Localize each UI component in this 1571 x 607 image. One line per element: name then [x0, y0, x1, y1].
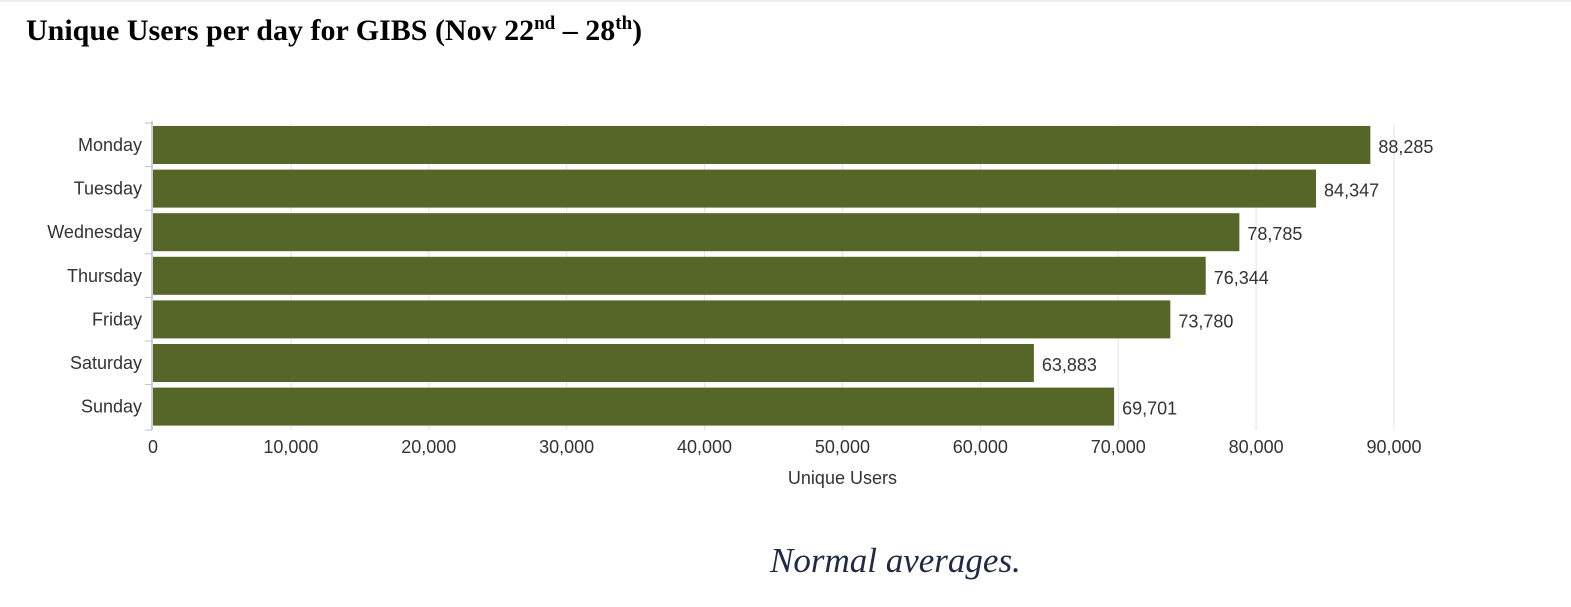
y-category-label: Thursday	[67, 266, 142, 286]
top-border	[0, 0, 1571, 2]
data-label: 88,285	[1378, 137, 1433, 157]
title-middle: – 28	[555, 14, 616, 47]
x-tick-label: 60,000	[953, 437, 1008, 457]
y-category-label: Monday	[78, 135, 142, 155]
bars	[153, 126, 1371, 426]
y-category-label: Saturday	[70, 353, 142, 373]
y-category-label: Tuesday	[74, 179, 142, 199]
axes	[145, 121, 153, 431]
caption: Normal averages.	[770, 541, 1021, 580]
data-label: 76,344	[1214, 268, 1269, 288]
bar-sunday	[153, 387, 1115, 426]
data-label: 63,883	[1042, 355, 1097, 375]
x-tick-label: 80,000	[1229, 437, 1284, 457]
bar-monday	[153, 126, 1371, 164]
labels: 0 10,000 20,000 30,000 40,000 50,000 60,000 70,…	[47, 135, 1433, 488]
x-tick-label: 20,000	[401, 437, 456, 457]
bar-tuesday	[153, 169, 1317, 208]
x-axis-title: Unique Users	[788, 468, 897, 488]
title-main: Unique Users per day for GIBS (Nov 22	[26, 14, 535, 47]
x-tick-label: 50,000	[815, 437, 870, 457]
x-tick-label: 40,000	[677, 437, 732, 457]
data-label: 84,347	[1324, 181, 1379, 201]
data-label: 69,701	[1122, 399, 1177, 419]
x-tick-label: 30,000	[539, 437, 594, 457]
chart-title: Unique Users per day for GIBS (Nov 22nd …	[26, 14, 642, 48]
bar-friday	[153, 300, 1171, 339]
y-category-label: Wednesday	[47, 222, 142, 242]
title-superscript-th: th	[615, 13, 633, 34]
x-tick-label: 70,000	[1091, 437, 1146, 457]
x-tick-label: 10,000	[263, 437, 318, 457]
bar-thursday	[153, 256, 1206, 295]
title-end: )	[632, 14, 643, 47]
title-superscript-nd: nd	[534, 13, 556, 34]
data-label: 73,780	[1178, 311, 1233, 331]
bar-saturday	[153, 344, 1034, 382]
x-tick-label: 90,000	[1366, 437, 1421, 457]
bar-wednesday	[153, 213, 1240, 252]
y-category-label: Friday	[92, 309, 142, 329]
y-category-label: Sunday	[81, 397, 142, 417]
data-label: 78,785	[1247, 224, 1302, 244]
x-tick-label: 0	[148, 437, 158, 457]
